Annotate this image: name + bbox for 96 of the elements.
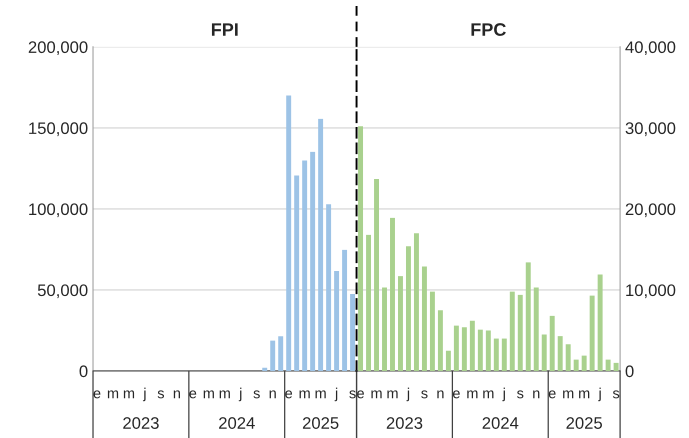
x-tick-label: m — [579, 390, 590, 398]
bar — [262, 368, 268, 371]
x-tick-label: m — [124, 390, 134, 398]
x-tick-label: m — [316, 390, 326, 398]
y-tick-label: 200,000 — [28, 41, 88, 56]
bar — [390, 218, 395, 371]
x-tick-label: m — [220, 390, 230, 398]
y2-tick-label: 10,000 — [626, 284, 676, 298]
bar — [350, 294, 356, 371]
x-tick-label: j — [334, 388, 338, 402]
chart-title: FPI — [212, 23, 238, 36]
bar — [302, 160, 308, 371]
bar — [462, 327, 467, 371]
bar — [270, 340, 276, 371]
bar — [310, 152, 316, 371]
bar — [366, 234, 372, 371]
y-tick-label: 150,000 — [29, 122, 88, 136]
bar — [550, 316, 555, 371]
x-tick-label: j — [238, 388, 242, 402]
bar — [478, 330, 483, 371]
text: 2023 — [123, 417, 159, 429]
bar — [374, 178, 379, 371]
chart-title: FPC — [471, 23, 506, 36]
bar — [334, 270, 340, 371]
x-tick-label: s — [517, 390, 524, 398]
bar — [486, 330, 491, 371]
text: 2024 — [482, 417, 518, 429]
bar — [606, 360, 611, 371]
bar — [510, 292, 515, 371]
bar — [454, 326, 459, 371]
x-tick-label: j — [142, 388, 146, 402]
bar — [574, 360, 579, 371]
bar — [566, 344, 571, 371]
bar — [358, 126, 364, 371]
bar — [494, 338, 499, 371]
x-tick-label: e — [357, 390, 364, 398]
text: 2025 — [302, 417, 338, 429]
x-tick-label: m — [300, 390, 310, 398]
x-tick-label: e — [94, 390, 100, 398]
bar — [318, 118, 324, 371]
y2-tick-label: 40,000 — [625, 41, 676, 56]
x-tick-label: j — [598, 388, 601, 402]
bar — [558, 336, 563, 371]
bar — [438, 310, 443, 371]
bar — [502, 338, 507, 371]
bar — [614, 362, 619, 371]
x-tick-label: s — [612, 390, 620, 398]
bar — [598, 274, 603, 371]
x-tick-label: m — [467, 390, 478, 398]
y-tick-label: 50,000 — [38, 284, 88, 298]
bar — [326, 204, 332, 371]
x-tick-label: e — [189, 390, 196, 398]
x-tick-label: e — [452, 390, 460, 398]
x-tick-label: m — [204, 390, 214, 398]
x-tick-label: m — [563, 390, 574, 398]
x-tick-label: j — [406, 388, 410, 402]
text: 2023 — [386, 417, 422, 429]
bar — [294, 176, 300, 371]
text: 2025 — [566, 417, 602, 429]
bar — [342, 250, 348, 371]
bar — [526, 262, 531, 371]
x-tick-label: m — [108, 390, 118, 398]
x-tick-label: n — [533, 390, 540, 398]
text: 2024 — [219, 417, 255, 429]
bar — [278, 336, 284, 371]
y2-tick-label: 30,000 — [626, 122, 676, 136]
bar — [382, 288, 387, 371]
bar — [534, 288, 539, 371]
x-tick-label: m — [387, 390, 398, 398]
bar — [470, 320, 475, 371]
bar — [590, 296, 595, 371]
bar — [430, 292, 435, 371]
bar — [518, 294, 523, 371]
x-tick-label: n — [174, 390, 180, 398]
bar — [406, 246, 411, 371]
x-tick-label: s — [349, 390, 356, 398]
bar — [422, 266, 427, 371]
x-tick-label: e — [285, 390, 292, 398]
y2-tick-label: 0 — [626, 365, 634, 378]
x-tick-label: s — [253, 390, 260, 398]
x-tick-label: s — [421, 390, 428, 398]
y-tick-label: 100,000 — [29, 203, 88, 218]
x-tick-label: m — [483, 390, 494, 398]
bar — [398, 276, 403, 371]
x-tick-label: j — [502, 388, 505, 402]
bar — [286, 95, 292, 371]
bar — [542, 334, 547, 371]
x-tick-label: n — [270, 390, 276, 398]
x-tick-label: s — [158, 390, 164, 398]
y-tick-label: 0 — [80, 365, 88, 378]
x-tick-label: m — [371, 390, 382, 398]
x-tick-label: n — [437, 390, 444, 398]
bar — [414, 233, 419, 371]
bar — [446, 350, 451, 371]
y2-tick-label: 20,000 — [626, 203, 676, 218]
bar — [582, 356, 587, 371]
